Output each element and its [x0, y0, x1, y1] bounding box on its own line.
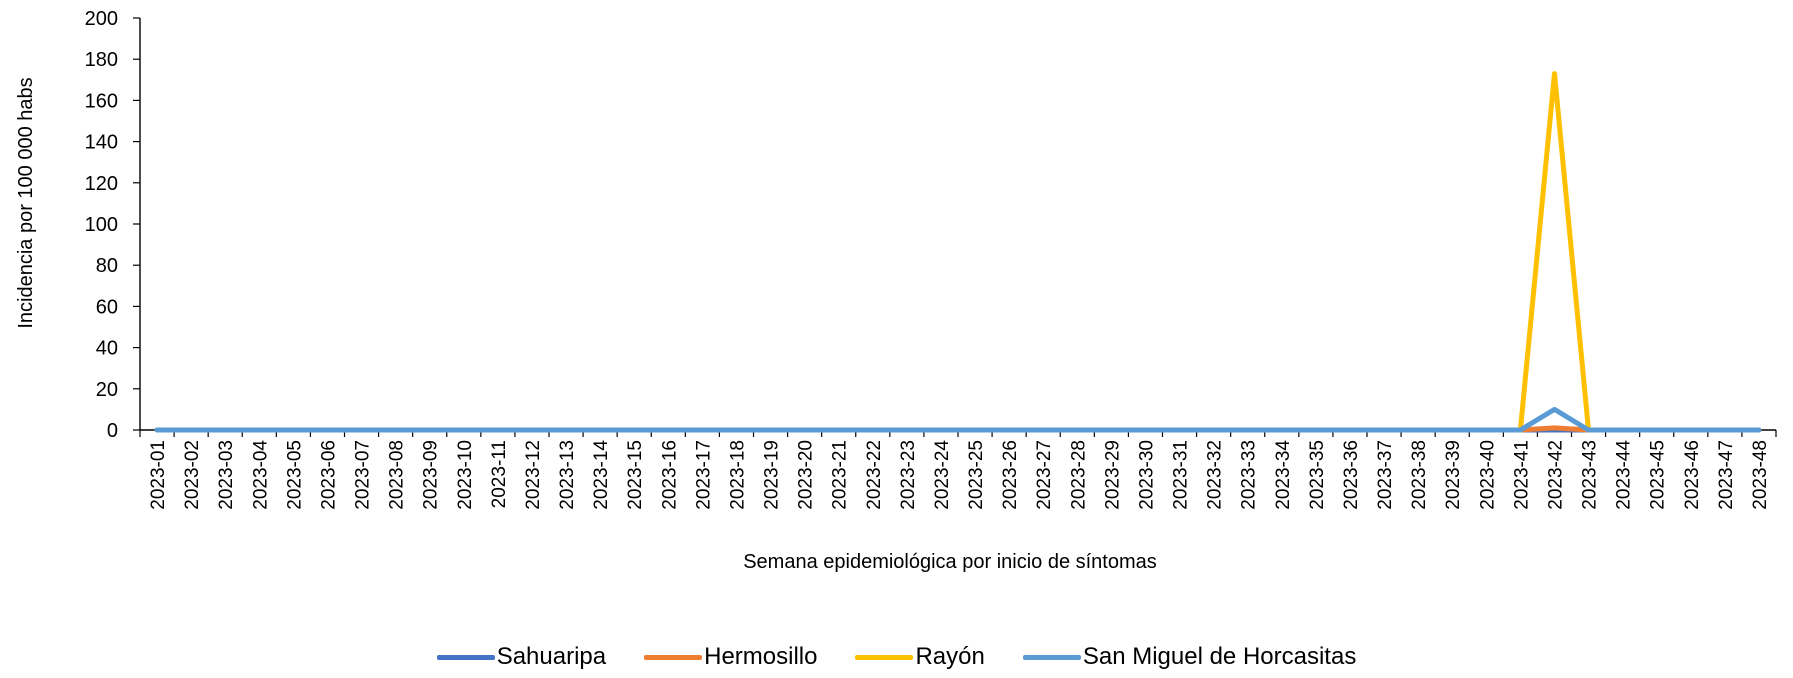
x-tick-label: 2023-19: [762, 440, 783, 510]
x-tick-label: 2023-25: [966, 440, 987, 510]
x-tick-label: 2023-29: [1102, 440, 1123, 510]
x-tick-label: 2023-01: [148, 440, 169, 510]
y-tick-label: 60: [96, 296, 118, 318]
x-tick-label: 2023-48: [1750, 440, 1771, 510]
legend-item: Rayón: [855, 643, 985, 671]
y-axis-ticks: 0 20 40 60 80 100 120 140 160 180 200: [85, 8, 140, 442]
legend: Sahuaripa Hermosillo Rayón San Miguel de Ho…: [0, 640, 1793, 674]
x-tick-label: 2023-35: [1307, 440, 1328, 510]
y-tick-label: 0: [107, 420, 118, 442]
x-tick-label: 2023-03: [216, 440, 237, 510]
x-tick-label: 2023-20: [796, 440, 817, 510]
x-tick-label: 2023-24: [932, 440, 953, 510]
y-tick-label: 140: [85, 132, 118, 154]
y-tick-label: 200: [85, 8, 118, 30]
x-tick-label: 2023-27: [1034, 440, 1055, 510]
x-tick-label: 2023-34: [1273, 440, 1294, 510]
x-tick-label: 2023-07: [353, 440, 374, 510]
x-tick-label: 2023-46: [1682, 440, 1703, 510]
x-tick-label: 2023-15: [625, 440, 646, 510]
x-tick-label: 2023-09: [421, 440, 442, 510]
series-lines: [154, 71, 1762, 433]
y-tick-label: 100: [85, 214, 118, 236]
x-tick-label: 2023-13: [557, 440, 578, 510]
y-tick-label: 40: [96, 338, 118, 360]
y-axis-title: Incidencia por 100 000 habs: [15, 77, 37, 328]
series-line-san-miguel-de-horcasitas: [154, 406, 1762, 433]
x-tick-label: 2023-45: [1648, 440, 1669, 510]
y-tick-label: 180: [85, 49, 118, 71]
y-tick-label: 160: [85, 90, 118, 112]
x-tick-label: 2023-02: [182, 440, 203, 510]
x-tick-label: 2023-06: [318, 440, 339, 510]
series-line-rayon: [154, 71, 1762, 433]
x-tick-label: 2023-41: [1511, 440, 1532, 510]
x-tick-label: 2023-11: [489, 440, 510, 508]
x-tick-label: 2023-39: [1443, 440, 1464, 510]
x-tick-label: 2023-31: [1171, 440, 1192, 510]
x-tick-label: 2023-14: [591, 440, 612, 510]
x-tick-label: 2023-44: [1614, 440, 1635, 510]
legend-swatch: [644, 654, 703, 660]
legend-item: Sahuaripa: [436, 643, 607, 671]
x-tick-label: 2023-28: [1068, 440, 1089, 510]
x-tick-label: 2023-36: [1341, 440, 1362, 510]
y-tick-label: 80: [96, 255, 118, 277]
x-tick-label: 2023-08: [387, 440, 408, 510]
x-tick-label: 2023-38: [1409, 440, 1430, 510]
x-tick-label: 2023-23: [898, 440, 919, 510]
x-tick-label: 2023-37: [1375, 440, 1396, 510]
x-tick-label: 2023-33: [1239, 440, 1260, 510]
x-tick-label: 2023-26: [1000, 440, 1021, 510]
legend-label: Rayón: [915, 643, 985, 670]
legend-swatch: [855, 654, 914, 660]
x-tick-label: 2023-32: [1205, 440, 1226, 510]
axes: [139, 18, 1776, 431]
x-tick-label: 2023-47: [1716, 440, 1737, 510]
x-tick-label: 2023-22: [864, 440, 885, 510]
y-tick-label: 120: [85, 173, 118, 195]
x-tick-label: 2023-04: [250, 440, 271, 510]
x-tick-label: 2023-17: [693, 440, 714, 510]
legend-item: Hermosillo: [644, 643, 817, 671]
x-tick-label: 2023-18: [727, 440, 748, 510]
x-tick-label: 2023-21: [830, 440, 851, 510]
x-tick-label: 2023-40: [1477, 440, 1498, 510]
x-axis-title: Semana epidemiológica por inicio de sínt…: [743, 551, 1157, 573]
legend-swatch: [1022, 654, 1081, 660]
legend-label: Hermosillo: [704, 643, 818, 670]
x-tick-label: 2023-42: [1545, 440, 1566, 510]
y-tick-label: 20: [96, 379, 118, 401]
legend-label: Sahuaripa: [496, 643, 607, 670]
legend-item: San Miguel de Horcasitas: [1022, 643, 1357, 671]
x-tick-label: 2023-16: [659, 440, 680, 510]
legend-label: San Miguel de Horcasitas: [1082, 643, 1357, 670]
x-axis-ticks: 2023-01 2023-02 2023-03 2023-04 2023-05 2023-…: [139, 430, 1777, 510]
x-tick-label: 2023-05: [284, 440, 305, 510]
x-tick-label: 2023-30: [1136, 440, 1157, 510]
x-tick-label: 2023-10: [455, 440, 476, 510]
x-tick-label: 2023-12: [523, 440, 544, 510]
legend-swatch: [436, 654, 495, 660]
x-tick-label: 2023-43: [1580, 440, 1601, 510]
